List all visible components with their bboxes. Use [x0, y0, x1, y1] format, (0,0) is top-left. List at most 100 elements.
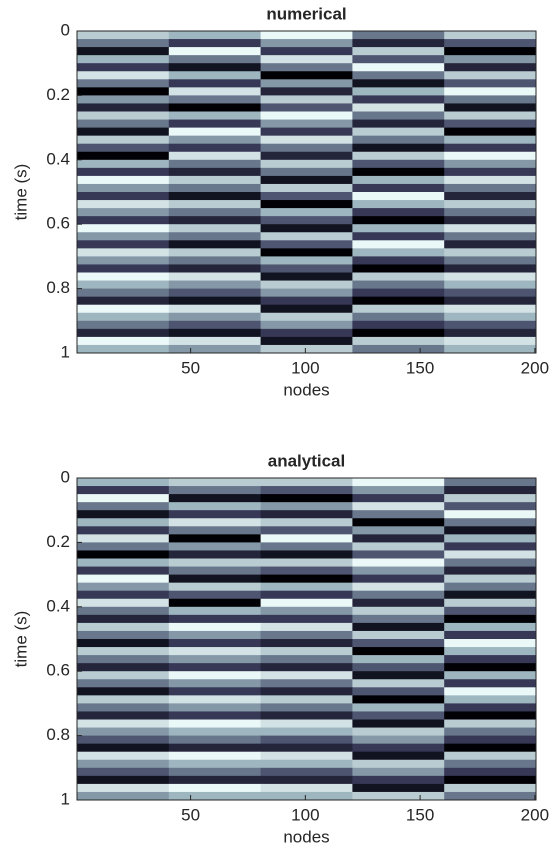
heatmap-cell — [352, 31, 445, 40]
heatmap-cell — [260, 304, 353, 314]
heatmap-cell — [444, 598, 537, 608]
heatmap-cell — [168, 71, 262, 80]
y-tick-label: 0.4 — [46, 596, 70, 615]
heatmap-cell — [77, 526, 170, 535]
heatmap-cell — [444, 79, 537, 88]
y-tick-label: 0 — [61, 467, 70, 486]
heatmap-cell — [444, 727, 537, 737]
heatmap-cell — [352, 679, 445, 688]
heatmap-cell — [352, 312, 445, 322]
heatmap-cell — [260, 502, 353, 511]
heatmap-cell — [352, 304, 445, 314]
heatmap-cell — [77, 248, 170, 257]
heatmap-cell — [444, 159, 537, 169]
heatmap-cell — [444, 175, 537, 185]
heatmap-cell — [168, 216, 262, 225]
heatmap-cell — [260, 663, 353, 672]
heatmap-cell — [260, 208, 353, 217]
heatmap-cell — [260, 143, 353, 153]
heatmap-cell — [168, 63, 262, 72]
heatmap-cell — [352, 518, 445, 527]
heatmap-cell — [77, 775, 170, 785]
heatmap-cell — [444, 663, 537, 672]
heatmap-cell — [260, 256, 353, 265]
heatmap-cell — [352, 167, 445, 177]
heatmap-cell — [168, 783, 262, 793]
x-tick-label: 50 — [181, 358, 200, 377]
heatmap-cell — [168, 671, 262, 680]
heatmap-cell — [444, 622, 537, 632]
heatmap-cell — [260, 336, 353, 346]
heatmap-cell — [352, 288, 445, 298]
heatmap-cell — [260, 655, 353, 664]
heatmap-panel: 50 100 150 200 0 0.2 0.4 0.6 0.8 1 numerical nodes t… — [11, 4, 549, 399]
heatmap-cell — [444, 775, 537, 785]
heatmap-cell — [77, 328, 170, 338]
heatmap-cell — [444, 103, 537, 112]
heatmap-cell — [168, 687, 262, 696]
heatmap-cell — [444, 550, 537, 559]
heatmap-cell — [168, 598, 262, 608]
y-axis-label: time (s) — [11, 164, 30, 221]
y-tick-label: 0.6 — [46, 661, 70, 680]
heatmap-cell — [77, 216, 170, 225]
x-axis-label: nodes — [283, 380, 329, 399]
heatmap-cell — [260, 566, 353, 576]
heatmap-cell — [168, 735, 262, 745]
heatmap-cell — [444, 192, 537, 201]
heatmap-cell — [77, 679, 170, 688]
heatmap-cell — [444, 304, 537, 314]
heatmap-cell — [168, 256, 262, 265]
heatmap-cell — [352, 95, 445, 104]
heatmap-cell — [352, 743, 445, 753]
heatmap-cell — [168, 280, 262, 290]
heatmap-cell — [260, 47, 353, 56]
heatmap-cell — [260, 478, 353, 487]
heatmap-cell — [260, 87, 353, 96]
heatmap-cell — [352, 671, 445, 680]
heatmap-cell — [260, 63, 353, 72]
heatmap-cell — [444, 783, 537, 793]
heatmap-cell — [260, 288, 353, 298]
heatmap-cell — [260, 622, 353, 632]
heatmap-cell — [352, 135, 445, 145]
heatmap-cell — [168, 111, 262, 121]
heatmap-cell — [444, 167, 537, 177]
x-tick-label: 150 — [406, 805, 434, 824]
heatmap-cell — [77, 494, 170, 503]
heatmap-cell — [444, 711, 537, 720]
heatmap-cell — [444, 558, 537, 568]
heatmap-cell — [444, 31, 537, 40]
heatmap-cell — [444, 320, 537, 330]
heatmap-cell — [168, 518, 262, 527]
heatmap-cell — [444, 478, 537, 487]
heatmap-cell — [77, 558, 170, 568]
heatmap-cell — [168, 574, 262, 584]
heatmap-cell — [260, 103, 353, 112]
heatmap-cell — [352, 192, 445, 201]
heatmap-cell — [77, 590, 170, 600]
heatmap-cell — [168, 39, 262, 48]
heatmap-cell — [260, 711, 353, 720]
heatmap-cell — [352, 711, 445, 720]
heatmap-cell — [77, 566, 170, 576]
heatmap-cell — [168, 727, 262, 737]
heatmap-cell — [352, 232, 445, 241]
heatmap-cell — [352, 320, 445, 330]
heatmap-cell — [260, 558, 353, 568]
heatmap-cell — [444, 695, 537, 704]
heatmap-cell — [77, 224, 170, 233]
heatmap-cell — [260, 486, 353, 495]
heatmap-cell — [444, 510, 537, 519]
heatmap-cell — [260, 320, 353, 330]
heatmap-cell — [168, 55, 262, 64]
heatmap-cell — [444, 224, 537, 233]
heatmap-cell — [352, 63, 445, 72]
chart-title: numerical — [266, 4, 346, 23]
heatmap-cell — [260, 216, 353, 225]
heatmap-cell — [77, 111, 170, 121]
heatmap-cell — [77, 280, 170, 290]
heatmap-cell — [444, 518, 537, 527]
heatmap-cell — [168, 248, 262, 257]
heatmap-cell — [168, 119, 262, 129]
